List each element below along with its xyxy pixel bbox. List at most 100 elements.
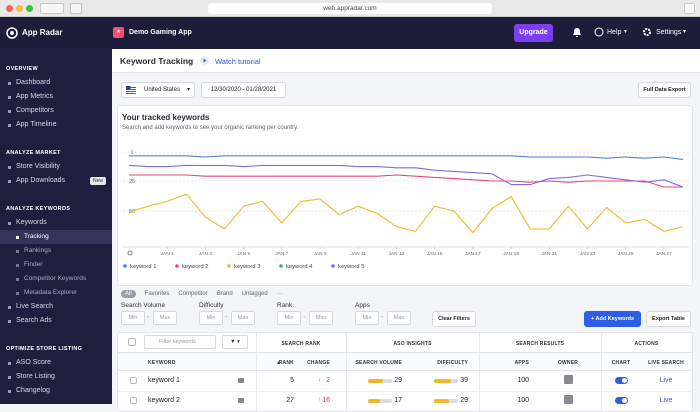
nav-item[interactable]: Competitors <box>0 104 112 118</box>
nav-item[interactable]: App Timeline <box>0 118 112 132</box>
share-button[interactable] <box>684 3 695 14</box>
nav-subitem[interactable]: Competitor Keywords <box>0 272 112 286</box>
group-header: ACTIONS <box>634 341 659 347</box>
nav-item[interactable]: Store Visibility <box>0 160 112 174</box>
help-menu[interactable]: Help <box>607 29 622 36</box>
group-header: ASO INSIGHTS <box>393 341 432 347</box>
legend-item[interactable]: keyword 2 <box>175 264 208 270</box>
date-range[interactable]: 12/30/2020 - 01/28/2021 <box>201 82 286 98</box>
filter-tab[interactable]: Competitor <box>178 291 208 297</box>
row-divider <box>118 391 692 392</box>
section-gap <box>0 188 112 200</box>
max-input[interactable]: Max <box>153 311 177 325</box>
legend-swatch <box>227 264 231 268</box>
tutorial-link[interactable]: Watch tutorial <box>215 57 261 66</box>
settings-menu[interactable]: Settings <box>656 29 682 36</box>
nav-item[interactable]: Dashboard <box>0 76 112 90</box>
nav-item[interactable]: Store Listing <box>0 370 112 384</box>
column-filter-button[interactable]: ▼ ▾ <box>222 335 248 349</box>
legend-swatch <box>331 264 335 268</box>
country-select[interactable]: United States ▾ <box>121 82 195 98</box>
nav-item[interactable]: ASO Score <box>0 356 112 370</box>
full-export-button[interactable]: Full Data Export <box>638 82 691 98</box>
logo-text[interactable]: App Radar <box>22 28 63 37</box>
nav-item[interactable]: Live Search <box>0 300 112 314</box>
nav-item[interactable]: Changelog <box>0 384 112 398</box>
play-icon[interactable] <box>200 56 209 65</box>
tag-icon[interactable] <box>238 398 244 403</box>
filter-label: Apps <box>355 302 370 309</box>
help-icon[interactable] <box>594 27 604 37</box>
clear-filters-button[interactable]: Clear Filters <box>432 311 476 327</box>
nav-subitem[interactable]: Tracking <box>0 230 112 244</box>
nav-item[interactable]: App Metrics <box>0 90 112 104</box>
tag-icon[interactable] <box>238 378 244 383</box>
url-bar[interactable]: web.appradar.com <box>208 3 492 14</box>
legend-item[interactable]: keyword 3 <box>227 264 260 270</box>
nav-bullet <box>8 109 11 113</box>
export-table-button[interactable]: Export Table <box>646 311 691 327</box>
toggle-knob <box>622 378 627 383</box>
nav-subitem[interactable]: Finder <box>0 258 112 272</box>
min-input[interactable]: Min <box>121 311 145 325</box>
nav-item[interactable]: Keywords <box>0 216 112 230</box>
filter-tab[interactable]: All <box>121 290 136 298</box>
close-dot[interactable] <box>6 5 13 12</box>
row-checkbox[interactable] <box>130 377 137 384</box>
row-checkbox[interactable] <box>130 397 137 404</box>
nav-bullet <box>16 291 19 295</box>
group-divider <box>256 333 257 411</box>
minimize-dot[interactable] <box>16 5 23 12</box>
series-line <box>129 174 683 188</box>
legend-label: keyword 2 <box>182 264 208 270</box>
nav-item[interactable]: App Downloads New <box>0 174 112 188</box>
sidebar-toggle[interactable] <box>70 3 82 14</box>
select-all-checkbox[interactable] <box>128 338 136 346</box>
filter-tab[interactable]: Brand <box>216 291 233 297</box>
nav-buttons[interactable] <box>40 3 64 14</box>
nav-label: Store Visibility <box>16 163 60 170</box>
min-input[interactable]: Min <box>199 311 223 325</box>
app-name[interactable]: Demo Gaming App <box>129 29 192 36</box>
legend-item[interactable]: keyword 1 <box>123 264 156 270</box>
section-gap <box>0 328 112 340</box>
nav-bullet <box>8 305 11 309</box>
live-link[interactable]: Live <box>659 397 673 404</box>
chart-toggle[interactable] <box>615 377 628 384</box>
upgrade-button[interactable]: Upgrade <box>514 24 553 42</box>
gear-icon[interactable] <box>642 27 652 37</box>
legend-swatch <box>279 264 283 268</box>
keyword-filter-input[interactable]: Filter keywords <box>144 335 216 349</box>
max-input[interactable]: Max <box>387 311 411 325</box>
bell-icon[interactable] <box>572 27 582 38</box>
add-keywords-button[interactable]: + Add Keywords <box>584 311 641 327</box>
max-input[interactable]: Max <box>309 311 333 325</box>
change-arrow: ↑ <box>318 397 321 403</box>
live-link[interactable]: Live <box>659 377 673 384</box>
legend-label: keyword 1 <box>130 264 156 270</box>
score-cell: 29 <box>394 377 402 384</box>
legend-item[interactable]: keyword 5 <box>331 264 364 270</box>
x-tick-label: JAN 23 <box>580 251 596 257</box>
chart-toggle[interactable] <box>615 397 628 404</box>
min-input[interactable]: Min <box>355 311 379 325</box>
range-dash: - <box>381 314 384 321</box>
zoom-dot[interactable] <box>26 5 33 12</box>
filter-tab[interactable]: Favorites <box>144 291 170 297</box>
zoom-icon[interactable] <box>127 250 133 256</box>
x-tick-label: JAN 25 <box>618 251 634 257</box>
score-cell: 29 <box>460 397 468 404</box>
filter-tab[interactable]: Untagged <box>241 291 268 297</box>
nav-subitem[interactable]: Rankings <box>0 244 112 258</box>
max-input[interactable]: Max <box>231 311 255 325</box>
filter-tab[interactable]: ··· <box>276 291 283 297</box>
nav-sublabel: Metadata Explorer <box>24 289 78 296</box>
legend-item[interactable]: keyword 4 <box>279 264 313 270</box>
table-group-row <box>118 333 692 353</box>
nav-label: Store Listing <box>16 373 55 380</box>
nav-item[interactable]: Search Ads <box>0 314 112 328</box>
min-input[interactable]: Min <box>277 311 301 325</box>
nav-subitem[interactable]: Metadata Explorer <box>0 286 112 300</box>
logo-icon <box>6 27 18 39</box>
